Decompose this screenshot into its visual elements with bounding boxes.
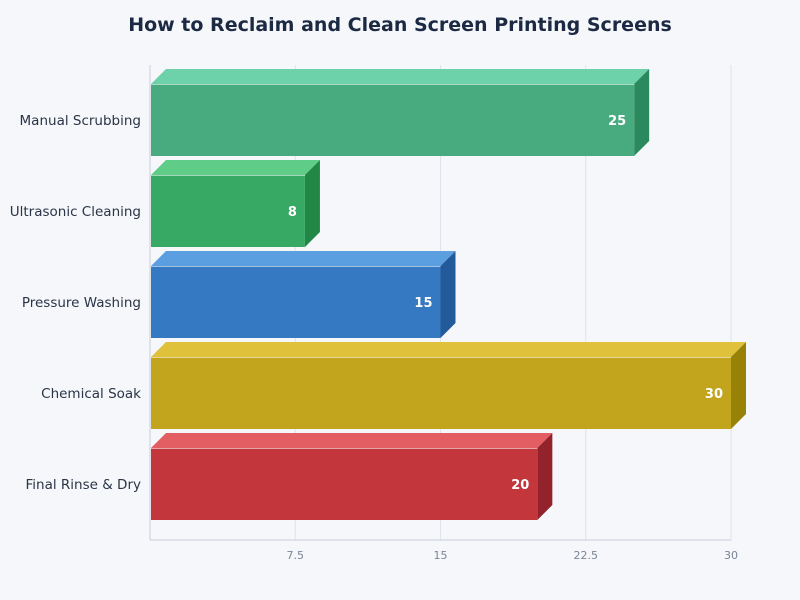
category-label: Pressure Washing	[22, 295, 141, 311]
bar	[151, 175, 305, 247]
bar-side-face	[440, 251, 456, 338]
bar-top-face	[151, 433, 553, 448]
bar	[151, 357, 731, 429]
category-label: Final Rinse & Dry	[26, 477, 141, 493]
bar-top-face	[151, 69, 650, 84]
bar-top-face	[151, 160, 320, 175]
bar-side-face	[304, 160, 320, 247]
value-label: 20	[511, 478, 529, 493]
value-label: 30	[705, 387, 723, 402]
category-label: Ultrasonic Cleaning	[10, 204, 141, 220]
bar-side-face	[537, 433, 553, 520]
value-label: 25	[608, 114, 626, 129]
value-label: 8	[288, 205, 297, 220]
bar-side-face	[731, 342, 746, 429]
category-label: Manual Scrubbing	[20, 113, 141, 129]
value-label: 15	[414, 296, 432, 311]
x-tick-label: 7.5	[287, 549, 305, 562]
chart-title: How to Reclaim and Clean Screen Printing…	[128, 14, 672, 36]
bar	[151, 448, 538, 520]
x-tick-label: 22.5	[574, 549, 599, 562]
bar-top-face	[151, 342, 746, 357]
bar	[151, 84, 635, 156]
category-label: Chemical Soak	[41, 386, 141, 402]
bar-top-face	[151, 251, 456, 266]
bar	[151, 266, 441, 338]
bar-side-face	[634, 69, 650, 156]
x-tick-label: 15	[434, 549, 448, 562]
x-tick-label: 30	[724, 549, 738, 562]
